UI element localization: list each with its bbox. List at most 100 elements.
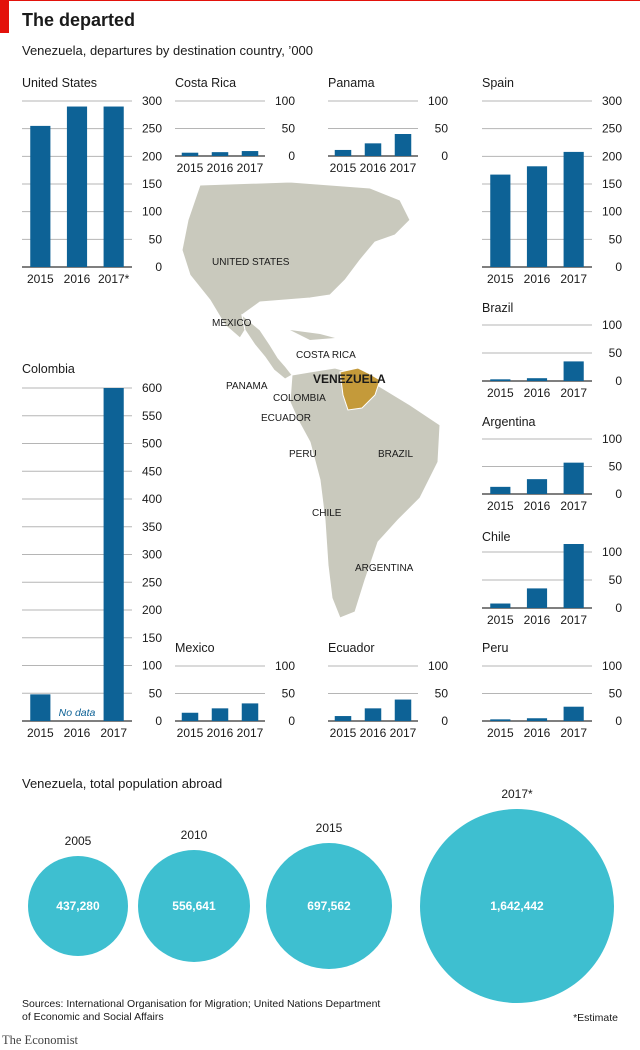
x-tick-label: 2016 — [360, 726, 387, 740]
bar-brazil-2015 — [490, 379, 511, 381]
bar-colombia-2015 — [30, 694, 51, 721]
bar-colombia-2017 — [103, 388, 124, 721]
bar-united-states-2016 — [66, 106, 88, 268]
panel-title-brazil: Brazil — [482, 301, 514, 315]
bar-chart-argentina: 0 50 100 2015 2016 2017 — [482, 432, 622, 513]
map-label-ecuador: ECUADOR — [261, 413, 311, 424]
bubble-year-label: 2015 — [315, 820, 343, 835]
bar-argentina-2017 — [563, 462, 584, 494]
population-title: Venezuela, total population abroad — [22, 776, 223, 791]
bar-ecuador-2016 — [364, 708, 382, 721]
map-label-colombia: COLOMBIA — [273, 393, 326, 404]
y-tick-label: 0 — [155, 260, 162, 274]
y-tick-label: 50 — [149, 232, 163, 246]
x-tick-label: 2017* — [98, 272, 130, 286]
panel-title-colombia: Colombia — [22, 362, 75, 376]
x-tick-label: 2017 — [560, 726, 587, 740]
bar-argentina-2016 — [526, 479, 548, 494]
bar-mexico-2016 — [211, 708, 229, 721]
y-tick-label: 150 — [602, 177, 622, 191]
panel-title-ecuador: Ecuador — [328, 641, 375, 655]
population-bubble-2010: 556,641 — [137, 849, 251, 963]
y-tick-label: 500 — [142, 437, 162, 451]
bar-chile-2016 — [526, 588, 548, 608]
y-tick-label: 450 — [142, 464, 162, 478]
bar-spain-2015 — [490, 174, 511, 267]
bar-chart-costa-rica: 0 50 100 2015 2016 2017 — [175, 94, 296, 175]
y-tick-label: 150 — [142, 631, 162, 645]
x-tick-label: 2017 — [560, 613, 587, 627]
bar-chile-2015 — [490, 603, 511, 608]
bar-panama-2015 — [334, 149, 352, 156]
x-tick-label: 2016 — [64, 726, 91, 740]
map-label-mexico: MEXICO — [212, 318, 252, 329]
land-north-america — [181, 181, 411, 339]
bar-spain-2016 — [526, 166, 548, 267]
map-label-costa-rica: COSTA RICA — [296, 350, 356, 361]
bubble-value-label: 556,641 — [172, 898, 216, 913]
y-tick-label: 300 — [602, 94, 622, 108]
y-tick-label: 100 — [428, 659, 448, 673]
bar-chart-united-states: 0 50 100 150 200 250 300 2015 2016 2017* — [22, 94, 163, 286]
y-tick-label: 400 — [142, 492, 162, 506]
bar-chart-spain: 0 50 100 150 200 250 300 2015 2016 2017 — [482, 94, 623, 286]
y-tick-label: 100 — [602, 659, 622, 673]
y-tick-label: 550 — [142, 409, 162, 423]
bar-costa-rica-2017 — [241, 151, 259, 156]
bar-panama-2016 — [364, 143, 382, 156]
bubble-value-label: 437,280 — [56, 898, 100, 913]
y-tick-label: 100 — [602, 545, 622, 559]
bar-peru-2016 — [526, 718, 548, 721]
x-tick-label: 2016 — [524, 726, 551, 740]
x-tick-label: 2017 — [560, 499, 587, 513]
bar-costa-rica-2015 — [181, 152, 199, 156]
y-tick-label: 50 — [609, 232, 623, 246]
y-tick-label: 0 — [615, 714, 622, 728]
x-tick-label: 2017 — [390, 726, 417, 740]
bubble-year-label: 2010 — [180, 827, 208, 842]
y-tick-label: 300 — [142, 94, 162, 108]
y-tick-label: 100 — [602, 318, 622, 332]
y-tick-label: 0 — [441, 714, 448, 728]
y-tick-label: 600 — [142, 381, 162, 395]
bar-ecuador-2015 — [334, 716, 352, 721]
bar-brazil-2016 — [526, 378, 548, 381]
x-tick-label: 2017 — [100, 726, 127, 740]
bubble-year-label: 2017* — [501, 787, 533, 801]
y-tick-label: 50 — [149, 686, 163, 700]
accent-tag — [0, 0, 9, 33]
bar-chile-2017 — [563, 544, 584, 608]
y-tick-label: 0 — [615, 487, 622, 501]
x-tick-label: 2015 — [177, 161, 204, 175]
y-tick-label: 50 — [609, 346, 623, 360]
y-tick-label: 200 — [602, 149, 622, 163]
y-tick-label: 50 — [282, 687, 296, 701]
y-tick-label: 0 — [615, 601, 622, 615]
x-tick-label: 2015 — [27, 726, 54, 740]
x-tick-label: 2015 — [177, 726, 204, 740]
bar-chart-brazil: 0 50 100 2015 2016 2017 — [482, 318, 623, 400]
bar-peru-2017 — [563, 706, 584, 721]
bar-chart-mexico: 0 50 100 2015 2016 2017 — [175, 659, 296, 740]
population-bubble-2017: 1,642,442 — [420, 809, 614, 1003]
panel-title-peru: Peru — [482, 641, 509, 655]
bar-brazil-2017 — [563, 361, 584, 381]
panel-title-united-states: United States — [22, 76, 98, 90]
bar-united-states-2015 — [30, 125, 51, 268]
panel-title-chile: Chile — [482, 530, 511, 544]
y-tick-label: 100 — [142, 205, 162, 219]
bubble-value-label: 697,562 — [307, 898, 351, 913]
x-tick-label: 2015 — [330, 726, 357, 740]
x-tick-label: 2016 — [524, 386, 551, 400]
x-tick-label: 2015 — [487, 726, 514, 740]
bar-chart-ecuador: 0 50 100 2015 2016 2017 — [328, 659, 448, 740]
y-tick-label: 100 — [142, 659, 162, 673]
map-label-brazil: BRAZIL — [378, 449, 413, 460]
y-tick-label: 50 — [282, 122, 296, 136]
panel-title-costa-rica: Costa Rica — [175, 76, 237, 90]
x-tick-label: 2015 — [330, 161, 357, 175]
bar-mexico-2017 — [241, 703, 259, 721]
x-tick-label: 2015 — [487, 272, 514, 286]
y-tick-label: 0 — [288, 149, 295, 163]
population-bubble-2005: 437,280 — [27, 855, 129, 957]
